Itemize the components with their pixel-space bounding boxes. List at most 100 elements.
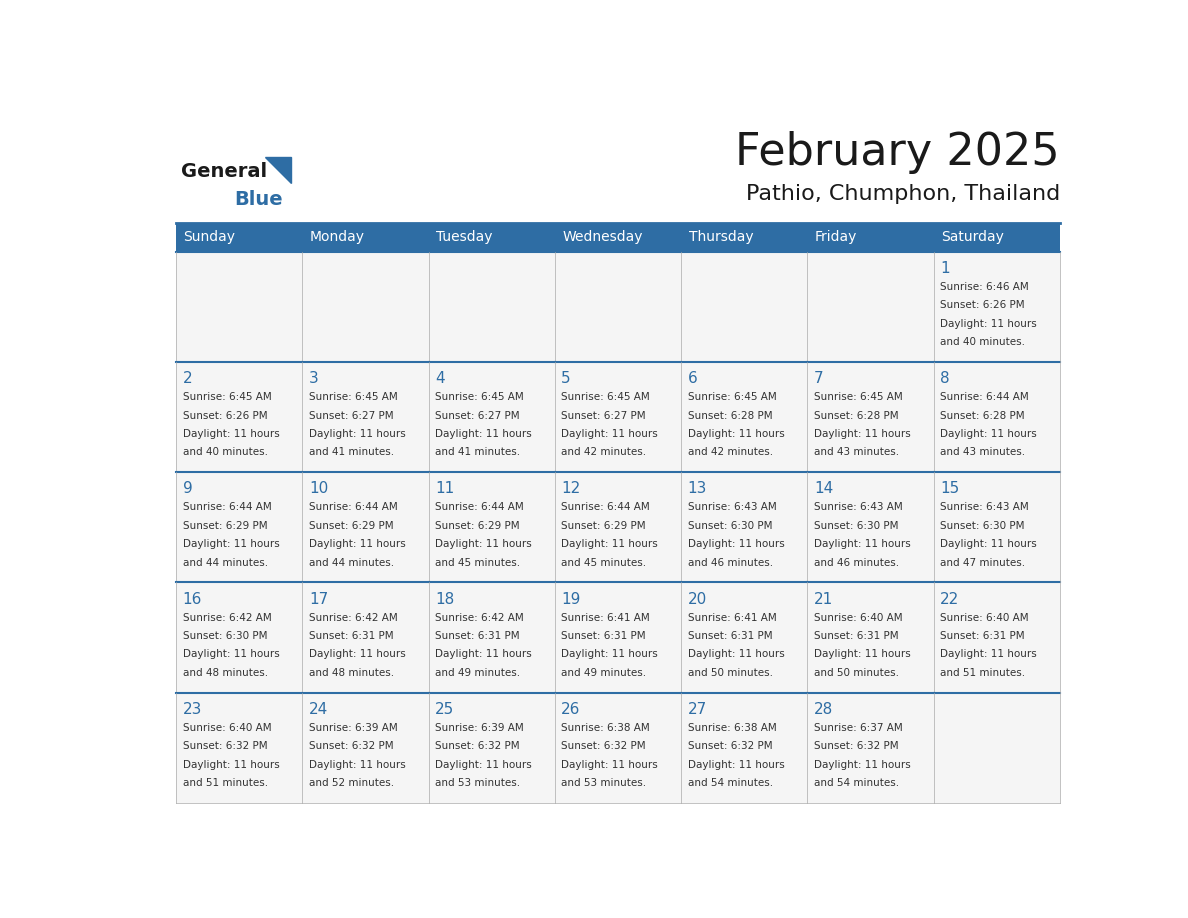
Text: Sunrise: 6:40 AM: Sunrise: 6:40 AM: [183, 723, 271, 733]
Text: 11: 11: [435, 481, 454, 497]
Text: Daylight: 11 hours: Daylight: 11 hours: [309, 539, 405, 549]
Text: Sunset: 6:32 PM: Sunset: 6:32 PM: [309, 742, 393, 752]
Text: Daylight: 11 hours: Daylight: 11 hours: [562, 429, 658, 439]
Text: Sunset: 6:28 PM: Sunset: 6:28 PM: [814, 410, 898, 420]
Text: Daylight: 11 hours: Daylight: 11 hours: [814, 650, 911, 659]
Text: Sunrise: 6:40 AM: Sunrise: 6:40 AM: [940, 612, 1029, 622]
Text: Sunrise: 6:45 AM: Sunrise: 6:45 AM: [435, 392, 524, 402]
Bar: [555, 472, 681, 582]
Text: Daylight: 11 hours: Daylight: 11 hours: [940, 539, 1037, 549]
Text: Daylight: 11 hours: Daylight: 11 hours: [940, 650, 1037, 659]
Bar: [808, 692, 934, 803]
Bar: [429, 223, 555, 252]
Text: 6: 6: [688, 371, 697, 386]
Text: Sunset: 6:30 PM: Sunset: 6:30 PM: [814, 521, 898, 531]
Bar: [555, 582, 681, 692]
Text: 5: 5: [562, 371, 571, 386]
Text: Sunday: Sunday: [183, 230, 235, 244]
Text: Sunset: 6:32 PM: Sunset: 6:32 PM: [562, 742, 646, 752]
Bar: [555, 692, 681, 803]
Text: and 44 minutes.: and 44 minutes.: [309, 557, 394, 567]
Text: Daylight: 11 hours: Daylight: 11 hours: [814, 539, 911, 549]
Text: and 44 minutes.: and 44 minutes.: [183, 557, 267, 567]
Bar: [934, 223, 1060, 252]
Text: Sunset: 6:29 PM: Sunset: 6:29 PM: [183, 521, 267, 531]
Text: 22: 22: [940, 591, 960, 607]
Text: Sunset: 6:32 PM: Sunset: 6:32 PM: [183, 742, 267, 752]
Text: 14: 14: [814, 481, 833, 497]
Text: Sunrise: 6:45 AM: Sunrise: 6:45 AM: [814, 392, 903, 402]
Text: 28: 28: [814, 701, 833, 717]
Bar: [808, 362, 934, 472]
Text: Sunrise: 6:39 AM: Sunrise: 6:39 AM: [309, 723, 398, 733]
Text: 19: 19: [562, 591, 581, 607]
Text: and 49 minutes.: and 49 minutes.: [562, 668, 646, 677]
Bar: [429, 362, 555, 472]
Bar: [555, 223, 681, 252]
Bar: [681, 472, 808, 582]
Text: Sunrise: 6:41 AM: Sunrise: 6:41 AM: [688, 612, 777, 622]
Text: 13: 13: [688, 481, 707, 497]
Bar: [429, 252, 555, 362]
Text: Sunrise: 6:43 AM: Sunrise: 6:43 AM: [814, 502, 903, 512]
Text: Sunset: 6:31 PM: Sunset: 6:31 PM: [309, 631, 393, 641]
Text: Daylight: 11 hours: Daylight: 11 hours: [814, 760, 911, 770]
Text: Sunset: 6:28 PM: Sunset: 6:28 PM: [940, 410, 1025, 420]
Bar: [808, 472, 934, 582]
Text: Sunrise: 6:44 AM: Sunrise: 6:44 AM: [183, 502, 271, 512]
Text: and 48 minutes.: and 48 minutes.: [309, 668, 394, 677]
Bar: [429, 472, 555, 582]
Bar: [303, 252, 429, 362]
Text: and 46 minutes.: and 46 minutes.: [814, 557, 899, 567]
Text: and 50 minutes.: and 50 minutes.: [688, 668, 772, 677]
Text: Sunset: 6:28 PM: Sunset: 6:28 PM: [688, 410, 772, 420]
Text: 20: 20: [688, 591, 707, 607]
Text: Daylight: 11 hours: Daylight: 11 hours: [562, 760, 658, 770]
Text: Sunrise: 6:42 AM: Sunrise: 6:42 AM: [309, 612, 398, 622]
Bar: [681, 692, 808, 803]
Text: 9: 9: [183, 481, 192, 497]
Text: Sunrise: 6:40 AM: Sunrise: 6:40 AM: [814, 612, 903, 622]
Text: and 43 minutes.: and 43 minutes.: [940, 447, 1025, 457]
Text: Daylight: 11 hours: Daylight: 11 hours: [183, 760, 279, 770]
Text: and 41 minutes.: and 41 minutes.: [435, 447, 520, 457]
Text: Saturday: Saturday: [941, 230, 1004, 244]
Text: Sunset: 6:31 PM: Sunset: 6:31 PM: [814, 631, 898, 641]
Text: Daylight: 11 hours: Daylight: 11 hours: [688, 429, 784, 439]
Text: 1: 1: [940, 261, 949, 275]
Text: and 43 minutes.: and 43 minutes.: [814, 447, 899, 457]
Text: Sunrise: 6:42 AM: Sunrise: 6:42 AM: [183, 612, 271, 622]
Bar: [176, 692, 303, 803]
Text: 10: 10: [309, 481, 328, 497]
Bar: [934, 252, 1060, 362]
Text: Sunrise: 6:45 AM: Sunrise: 6:45 AM: [562, 392, 650, 402]
Bar: [176, 252, 303, 362]
Bar: [303, 582, 429, 692]
Bar: [303, 692, 429, 803]
Text: Daylight: 11 hours: Daylight: 11 hours: [940, 429, 1037, 439]
Text: 16: 16: [183, 591, 202, 607]
Text: and 41 minutes.: and 41 minutes.: [309, 447, 394, 457]
Text: and 42 minutes.: and 42 minutes.: [562, 447, 646, 457]
Text: and 52 minutes.: and 52 minutes.: [309, 778, 394, 789]
Text: Sunrise: 6:45 AM: Sunrise: 6:45 AM: [309, 392, 398, 402]
Text: Tuesday: Tuesday: [436, 230, 493, 244]
Text: and 40 minutes.: and 40 minutes.: [940, 337, 1025, 347]
Text: Sunrise: 6:42 AM: Sunrise: 6:42 AM: [435, 612, 524, 622]
Bar: [681, 582, 808, 692]
Text: Sunrise: 6:37 AM: Sunrise: 6:37 AM: [814, 723, 903, 733]
Text: and 48 minutes.: and 48 minutes.: [183, 668, 267, 677]
Text: and 51 minutes.: and 51 minutes.: [940, 668, 1025, 677]
Bar: [429, 692, 555, 803]
Bar: [681, 252, 808, 362]
Bar: [808, 582, 934, 692]
Bar: [555, 252, 681, 362]
Text: 8: 8: [940, 371, 949, 386]
Text: 26: 26: [562, 701, 581, 717]
Text: 15: 15: [940, 481, 960, 497]
Text: and 45 minutes.: and 45 minutes.: [435, 557, 520, 567]
Text: Sunset: 6:30 PM: Sunset: 6:30 PM: [688, 521, 772, 531]
Bar: [429, 582, 555, 692]
Text: General: General: [181, 162, 267, 181]
Text: 4: 4: [435, 371, 444, 386]
